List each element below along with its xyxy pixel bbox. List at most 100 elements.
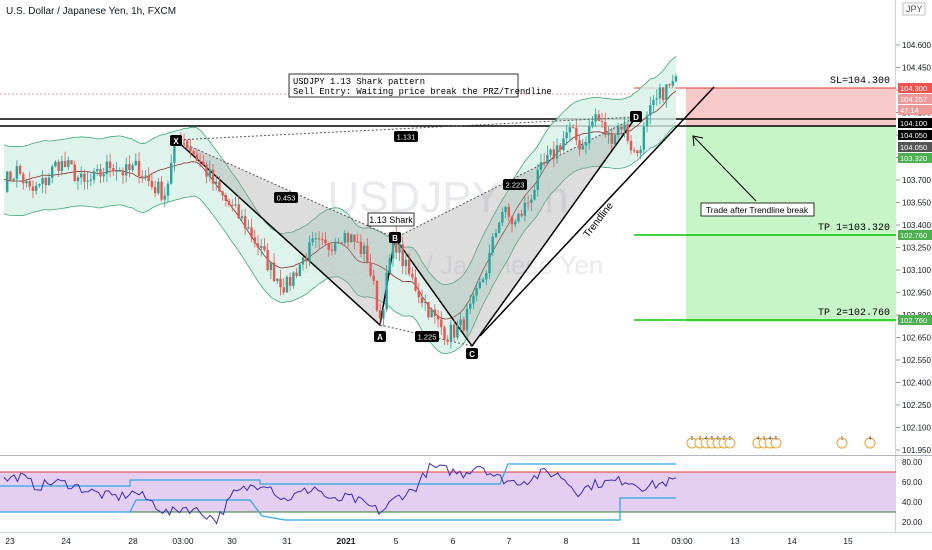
candle-body (141, 175, 144, 177)
candle-body (542, 162, 546, 164)
candle-body (6, 171, 9, 192)
candle-body (218, 181, 221, 192)
candle-body (472, 295, 475, 304)
economic-event-icon[interactable] (770, 437, 782, 449)
candle-body (526, 202, 530, 204)
candle-body (668, 84, 671, 86)
bollinger-upper (3, 56, 677, 285)
candle-body (153, 187, 157, 194)
economic-event-count: 4 (768, 436, 771, 442)
rsi-axis[interactable]: 80.00 60.00 40.00 20.00 (902, 458, 923, 527)
rsi-tick-label: 20.00 (902, 518, 923, 527)
price-axis-panel[interactable] (896, 0, 932, 550)
candle-body (649, 105, 652, 116)
candle-body (295, 272, 298, 277)
candle-body (375, 280, 379, 311)
time-tick-label: 03:00 (172, 536, 194, 546)
economic-event-count: 6 (716, 436, 719, 442)
candle-body (565, 132, 568, 139)
candle-body (420, 297, 424, 304)
economic-event-count: 1 (762, 436, 765, 442)
candle-body (263, 245, 266, 251)
candle-body (475, 287, 478, 296)
candle-body (260, 245, 263, 248)
candle-body (234, 204, 237, 206)
candle-body (124, 164, 128, 176)
time-tick-label: 6 (451, 536, 456, 546)
candle-body (147, 175, 150, 181)
time-tick-label: 23 (5, 536, 15, 546)
take-profit-zone (686, 126, 896, 322)
rsi-channel-upper (0, 463, 676, 487)
symbol-title[interactable]: U.S. Dollar / Japanese Yen, 1h, FXCM (6, 6, 176, 17)
candle-body (317, 238, 321, 240)
candle-body (108, 161, 112, 169)
candle-body (173, 142, 176, 163)
candle-body (15, 166, 19, 179)
candle-body (144, 175, 147, 177)
candle-body (404, 259, 408, 267)
candle-body (292, 272, 295, 286)
candle-body (639, 149, 642, 154)
candle-body (359, 241, 363, 255)
candle-body (105, 161, 109, 175)
pattern-xab-fill (176, 140, 395, 325)
candle-body (661, 87, 665, 101)
candle-body (83, 173, 86, 182)
svg-text:0.453: 0.453 (277, 194, 296, 203)
candle-body (163, 195, 166, 200)
candle-body (285, 276, 289, 293)
candle-body (240, 216, 244, 219)
trade-note-box: Trade after Trendline break (700, 202, 815, 217)
candle-body (584, 143, 588, 146)
svg-text:C: C (469, 350, 475, 359)
time-tick-label: 5 (394, 536, 399, 546)
candle-body (385, 272, 388, 310)
candle-body (414, 277, 417, 291)
candle-body (433, 309, 437, 316)
price-badge-text: 104.100 (900, 119, 927, 128)
economic-event-count: 4 (756, 436, 759, 442)
candle-body (288, 276, 292, 286)
candle-body (633, 150, 636, 152)
economic-event-icon[interactable] (836, 437, 848, 449)
candle-body (346, 233, 350, 243)
candle-body (424, 302, 427, 304)
candle-body (73, 164, 76, 182)
economic-event-icon[interactable] (724, 437, 736, 449)
economic-event-icon[interactable] (864, 437, 876, 449)
candle-body (208, 169, 211, 177)
price-tick-label: 103.550 (902, 199, 931, 208)
candle-body (330, 249, 334, 252)
time-tick-label: 13 (730, 536, 740, 546)
price-badge (898, 130, 932, 140)
candle-body (166, 183, 170, 196)
price-badge-text: 103.320 (900, 154, 927, 163)
price-tick-label: 102.650 (902, 334, 931, 343)
svg-text:1.225: 1.225 (418, 333, 437, 342)
rsi-tick-label: 60.00 (902, 478, 923, 487)
candle-body (202, 161, 205, 165)
candle-body (388, 258, 392, 273)
candle-body (549, 149, 552, 155)
sl-label: SL=104.300 (830, 76, 890, 87)
candle-body (305, 257, 308, 262)
tp2-label: TP 2=102.760 (818, 308, 890, 319)
candle-body (96, 169, 99, 172)
economic-event-count: 2 (722, 436, 725, 442)
price-tick-label: 102.550 (902, 356, 931, 365)
time-axis[interactable]: 23 24 28 03:00 30 31 2021 5 6 7 8 11 03:00 13 14 15 (5, 536, 853, 546)
candle-body (469, 303, 472, 309)
candle-body (536, 169, 539, 190)
candle-body (327, 243, 330, 250)
candle-body (350, 234, 353, 243)
candle-body (356, 241, 359, 243)
svg-text:2.223: 2.223 (506, 181, 525, 190)
candle-body (568, 127, 572, 133)
candle-body (578, 140, 581, 150)
rsi-line (3, 462, 677, 525)
time-tick-label: 31 (282, 536, 292, 546)
time-tick-label: 28 (128, 536, 138, 546)
